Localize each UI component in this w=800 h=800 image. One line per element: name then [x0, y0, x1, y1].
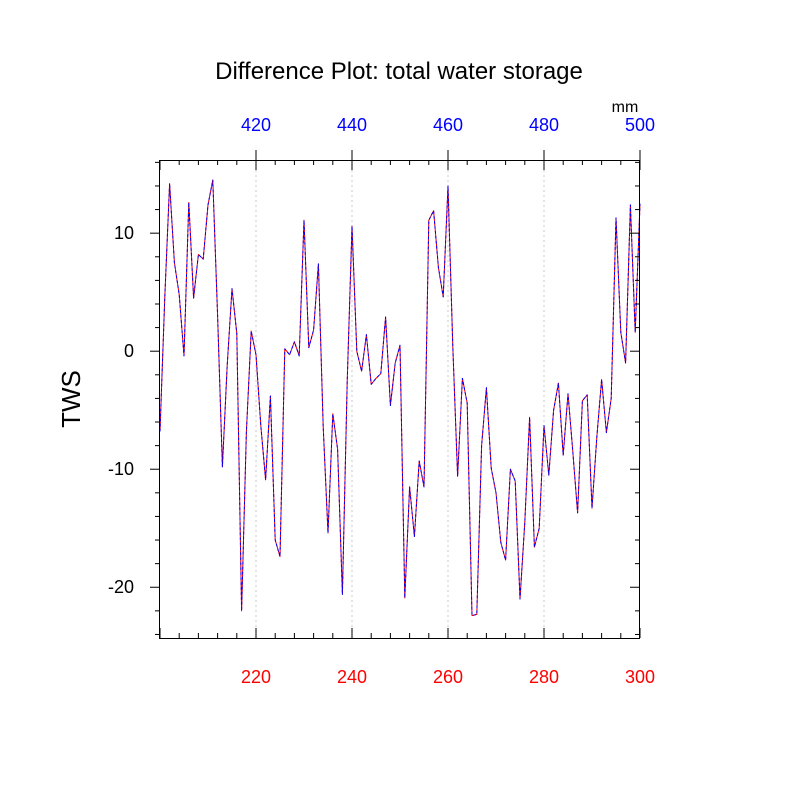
top-tick-label-420: 420: [241, 115, 271, 135]
axis-ticks: [150, 150, 641, 638]
y-tick-label-10: 10: [114, 223, 134, 243]
chart-title: Difference Plot: total water storage: [215, 58, 583, 85]
top-tick-label-480: 480: [529, 115, 559, 135]
top-tick-label-440: 440: [337, 115, 367, 135]
top-x-axis-labels: 420 440 460 480 500: [241, 115, 655, 135]
series-line-series-blue: [159, 179, 641, 617]
bottom-tick-label-240: 240: [337, 667, 367, 687]
plot-area-frame: [159, 160, 640, 639]
top-axis-unit-label: mm: [612, 99, 639, 116]
y-tick-label--20: -20: [108, 577, 134, 597]
bottom-tick-label-220: 220: [241, 667, 271, 687]
bottom-tick-label-300: 300: [625, 667, 655, 687]
top-tick-label-460: 460: [433, 115, 463, 135]
bottom-tick-label-260: 260: [433, 667, 463, 687]
y-axis-labels: 10 0 -10 -20: [108, 223, 134, 597]
series-lines: [159, 179, 641, 617]
y-axis-label: TWS: [56, 370, 86, 428]
top-tick-label-500: 500: [625, 115, 655, 135]
y-tick-label--10: -10: [108, 459, 134, 479]
grid-lines: [255, 160, 545, 638]
bottom-tick-label-280: 280: [529, 667, 559, 687]
y-tick-label-0: 0: [124, 341, 134, 361]
bottom-x-axis-labels: 220 240 260 280 300: [241, 667, 655, 687]
